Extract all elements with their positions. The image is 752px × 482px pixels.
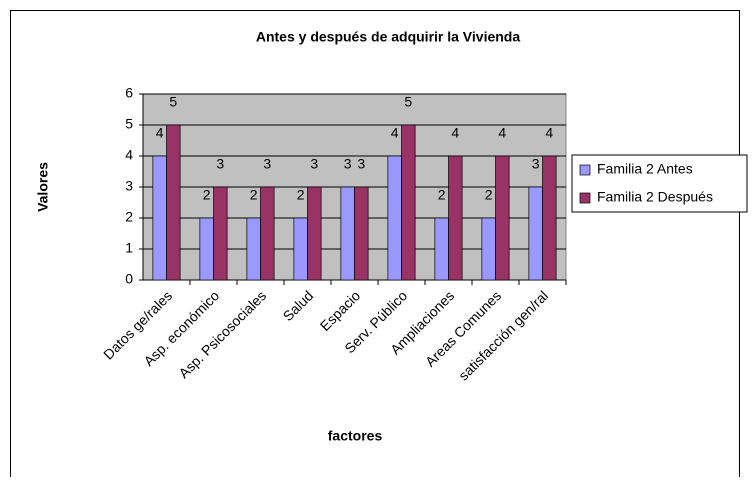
- bar: [434, 217, 449, 281]
- bar: [542, 155, 557, 281]
- y-tick-label: 5: [125, 116, 133, 132]
- bar: [293, 217, 308, 281]
- bar: [340, 186, 355, 281]
- y-axis-label: Valores: [35, 162, 51, 212]
- data-label: 5: [404, 94, 412, 110]
- y-tick-label: 4: [125, 147, 133, 163]
- data-label: 3: [532, 156, 540, 172]
- data-label: 3: [357, 156, 365, 172]
- bar: [481, 217, 496, 281]
- y-tick-label: 1: [125, 240, 133, 256]
- data-label: 3: [344, 156, 352, 172]
- y-tick-label: 2: [125, 209, 133, 225]
- data-label: 2: [250, 187, 258, 203]
- data-label: 2: [203, 187, 211, 203]
- data-label: 4: [451, 125, 459, 141]
- data-label: 5: [169, 94, 177, 110]
- legend-swatch: [579, 164, 591, 176]
- bar: [260, 186, 275, 281]
- data-label: 4: [498, 125, 506, 141]
- bar: [199, 217, 214, 281]
- data-label: 3: [216, 156, 224, 172]
- bar: [152, 155, 167, 281]
- bar: [213, 186, 228, 281]
- y-tick-label: 3: [125, 178, 133, 194]
- data-label: 2: [438, 187, 446, 203]
- data-label: 2: [485, 187, 493, 203]
- legend-swatch: [579, 192, 591, 204]
- data-label: 3: [310, 156, 318, 172]
- y-tick-label: 0: [125, 271, 133, 287]
- bar: [166, 124, 181, 281]
- bar: [528, 186, 543, 281]
- bar: [307, 186, 322, 281]
- y-tick-label: 6: [125, 85, 133, 101]
- chart-title: Antes y después de adquirir la Vivienda: [256, 29, 520, 45]
- x-axis-label: factores: [328, 428, 383, 444]
- legend-label: Familia 2 Después: [597, 189, 713, 205]
- data-label: 3: [263, 156, 271, 172]
- bar: [495, 155, 510, 281]
- bar: [401, 124, 416, 281]
- bar: [354, 186, 369, 281]
- legend-label: Familia 2 Antes: [597, 161, 693, 177]
- bar: [387, 155, 402, 281]
- bar: [246, 217, 261, 281]
- legend-box: [571, 154, 748, 213]
- data-label: 4: [391, 125, 399, 141]
- bar: [448, 155, 463, 281]
- data-label: 4: [545, 125, 553, 141]
- data-label: 2: [297, 187, 305, 203]
- data-label: 4: [156, 125, 164, 141]
